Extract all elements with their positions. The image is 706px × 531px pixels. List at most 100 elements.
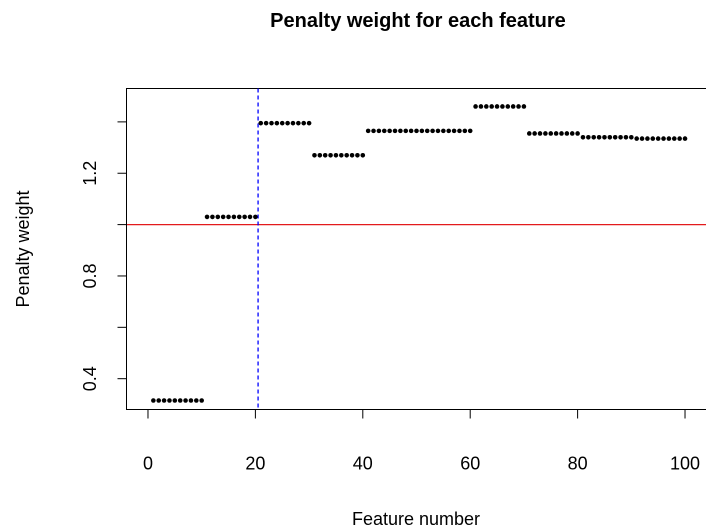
data-point xyxy=(634,136,639,141)
data-point xyxy=(392,128,398,134)
data-point xyxy=(602,134,607,140)
data-point xyxy=(650,136,656,141)
data-point xyxy=(629,134,634,140)
data-point xyxy=(618,134,623,140)
data-point xyxy=(419,128,425,134)
data-point xyxy=(526,131,532,136)
x-tick-label: 60 xyxy=(460,454,480,474)
data-point xyxy=(306,120,312,126)
data-point xyxy=(403,128,409,134)
data-point xyxy=(408,128,414,134)
data-point xyxy=(183,398,188,403)
data-point xyxy=(612,134,618,140)
data-point xyxy=(156,398,162,403)
data-point xyxy=(473,104,478,109)
data-point xyxy=(236,214,242,220)
data-point xyxy=(591,134,597,140)
data-point xyxy=(682,136,688,141)
data-point xyxy=(199,398,204,403)
data-point xyxy=(666,136,672,141)
data-point xyxy=(548,131,554,136)
data-point xyxy=(494,104,500,109)
x-tick-label: 0 xyxy=(143,454,153,474)
data-point xyxy=(210,214,215,220)
data-point xyxy=(559,131,564,136)
data-point xyxy=(645,136,650,141)
data-point xyxy=(435,128,441,134)
x-tick-label: 80 xyxy=(568,454,588,474)
x-tick-label: 40 xyxy=(353,454,373,474)
data-point xyxy=(398,128,403,134)
data-point xyxy=(521,104,527,109)
x-tick-label: 20 xyxy=(245,454,265,474)
data-point xyxy=(296,120,301,126)
data-point xyxy=(510,104,516,109)
data-point xyxy=(414,128,419,134)
y-tick-label: 0.8 xyxy=(80,263,100,288)
reference-lines xyxy=(126,88,706,410)
data-point xyxy=(365,128,371,134)
data-point xyxy=(247,214,253,220)
x-axis: 0 20 40 60 80 100 xyxy=(143,409,700,474)
data-point xyxy=(231,214,237,220)
data-point xyxy=(564,131,570,136)
data-point xyxy=(177,398,183,403)
data-point xyxy=(167,398,172,403)
data-point xyxy=(371,128,376,134)
data-point xyxy=(360,152,366,158)
data-point xyxy=(537,131,543,136)
data-point xyxy=(462,128,468,134)
data-point xyxy=(322,152,328,158)
data-point xyxy=(516,104,521,109)
data-point xyxy=(553,131,559,136)
data-point xyxy=(505,104,511,109)
data-point xyxy=(376,128,382,134)
data-point xyxy=(258,120,264,126)
y-axis: 0.4 0.8 1.2 xyxy=(80,121,127,391)
chart-title: Penalty weight for each feature xyxy=(270,10,566,32)
data-point xyxy=(623,134,629,140)
data-point xyxy=(575,131,580,136)
data-point xyxy=(194,398,199,403)
data-point xyxy=(172,398,178,403)
data-point xyxy=(467,128,473,134)
data-point xyxy=(215,214,221,220)
data-point xyxy=(387,128,392,134)
data-point xyxy=(655,136,661,141)
data-point xyxy=(312,152,317,158)
data-point xyxy=(569,131,575,136)
data-point xyxy=(500,104,505,109)
data-point xyxy=(333,152,339,158)
data-point xyxy=(586,134,591,140)
data-point xyxy=(188,398,194,403)
data-point xyxy=(161,398,167,403)
data-point xyxy=(263,120,269,126)
data-point xyxy=(381,128,387,134)
data-point xyxy=(220,214,226,220)
data-point xyxy=(478,104,484,109)
data-point xyxy=(639,136,645,141)
data-point xyxy=(424,128,430,134)
x-tick-label: 100 xyxy=(670,454,700,474)
data-point xyxy=(328,152,333,158)
data-point xyxy=(677,136,682,141)
data-point xyxy=(457,128,462,134)
data-point xyxy=(543,131,548,136)
data-point xyxy=(151,398,156,403)
data-point xyxy=(274,120,280,126)
data-point xyxy=(671,136,677,141)
data-point xyxy=(317,152,323,158)
data-point xyxy=(290,120,296,126)
data-point xyxy=(253,214,258,220)
data-point xyxy=(279,120,285,126)
data-point xyxy=(242,214,247,220)
data-point xyxy=(285,120,290,126)
data-point xyxy=(489,104,494,109)
data-points xyxy=(151,104,688,403)
y-tick-label: 1.2 xyxy=(80,161,100,186)
y-axis-label: Penalty weight xyxy=(13,190,33,307)
data-point xyxy=(344,152,349,158)
data-point xyxy=(451,128,457,134)
data-point xyxy=(355,152,360,158)
